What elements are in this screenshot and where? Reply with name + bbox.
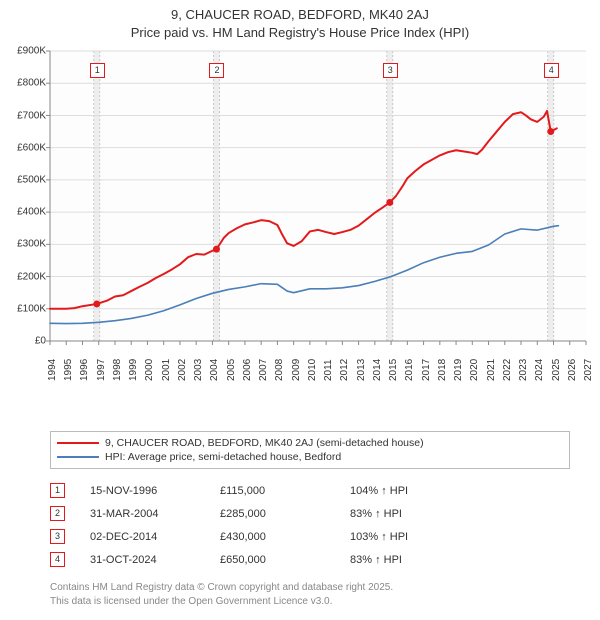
legend-row: 9, CHAUCER ROAD, BEDFORD, MK40 2AJ (semi… xyxy=(57,436,563,450)
chart-plot-area: £0£100K£200K£300K£400K£500K£600K£700K£80… xyxy=(10,45,590,385)
x-tick-label: 2026 xyxy=(567,359,578,381)
x-tick-label: 2013 xyxy=(356,359,367,381)
sale-marker-label: 3 xyxy=(383,63,398,78)
x-tick-label: 2003 xyxy=(193,359,204,381)
y-tick-label: £500K xyxy=(10,174,46,185)
legend-row: HPI: Average price, semi-detached house,… xyxy=(57,450,563,464)
sale-events-table: 1 15-NOV-1996£115,000104% ↑ HPI 2 31-MAR-20… xyxy=(50,479,590,571)
y-tick-label: £800K xyxy=(10,78,46,89)
sale-price: £285,000 xyxy=(220,502,350,525)
sale-hpi-ratio: 83% ↑ HPI xyxy=(350,548,418,571)
sale-marker-icon: 2 xyxy=(50,506,65,521)
x-axis-labels: 1994 1995 1996 1997 1998 1999 2000 2001 2002 2003… xyxy=(10,345,590,385)
x-tick-label: 2004 xyxy=(209,359,220,381)
sale-marker-icon: 4 xyxy=(50,552,65,567)
x-tick-label: 2016 xyxy=(404,359,415,381)
legend-swatch xyxy=(57,456,99,458)
sale-date: 15-NOV-1996 xyxy=(90,479,220,502)
sale-event-row: 3 02-DEC-2014£430,000103% ↑ HPI xyxy=(50,525,418,548)
sale-date: 31-MAR-2004 xyxy=(90,502,220,525)
x-tick-label: 1999 xyxy=(128,359,139,381)
sale-event-row: 1 15-NOV-1996£115,000104% ↑ HPI xyxy=(50,479,418,502)
title-address: 9, CHAUCER ROAD, BEDFORD, MK40 2AJ xyxy=(10,6,590,24)
x-tick-label: 2008 xyxy=(274,359,285,381)
footer-line: This data is licensed under the Open Gov… xyxy=(50,595,590,609)
sale-price: £430,000 xyxy=(220,525,350,548)
chart-container: 9, CHAUCER ROAD, BEDFORD, MK40 2AJ Price… xyxy=(0,0,600,620)
y-tick-label: £900K xyxy=(10,46,46,57)
sale-marker-label: 2 xyxy=(209,63,224,78)
x-tick-label: 2015 xyxy=(388,359,399,381)
x-tick-label: 2019 xyxy=(453,359,464,381)
footer-attribution: Contains HM Land Registry data © Crown c… xyxy=(50,581,590,608)
x-tick-label: 2000 xyxy=(144,359,155,381)
chart-title: 9, CHAUCER ROAD, BEDFORD, MK40 2AJ Price… xyxy=(10,6,590,41)
x-tick-label: 2007 xyxy=(258,359,269,381)
y-tick-label: £600K xyxy=(10,142,46,153)
sale-price: £115,000 xyxy=(220,479,350,502)
x-tick-label: 2006 xyxy=(242,359,253,381)
sale-date: 31-OCT-2024 xyxy=(90,548,220,571)
legend-swatch xyxy=(57,442,99,444)
sale-marker-label: 1 xyxy=(90,63,105,78)
footer-line: Contains HM Land Registry data © Crown c… xyxy=(50,581,590,595)
y-tick-label: £200K xyxy=(10,271,46,282)
sale-event-row: 4 31-OCT-2024£650,00083% ↑ HPI xyxy=(50,548,418,571)
x-tick-label: 2021 xyxy=(486,359,497,381)
sale-hpi-ratio: 83% ↑ HPI xyxy=(350,502,418,525)
y-tick-label: £300K xyxy=(10,239,46,250)
x-tick-label: 2010 xyxy=(307,359,318,381)
sale-hpi-ratio: 103% ↑ HPI xyxy=(350,525,418,548)
x-tick-label: 2025 xyxy=(551,359,562,381)
chart-legend: 9, CHAUCER ROAD, BEDFORD, MK40 2AJ (semi… xyxy=(50,431,570,469)
x-tick-label: 1998 xyxy=(112,359,123,381)
x-tick-label: 2005 xyxy=(226,359,237,381)
sale-event-row: 2 31-MAR-2004£285,00083% ↑ HPI xyxy=(50,502,418,525)
title-subtitle: Price paid vs. HM Land Registry's House … xyxy=(10,24,590,42)
x-tick-label: 1997 xyxy=(96,359,107,381)
sale-hpi-ratio: 104% ↑ HPI xyxy=(350,479,418,502)
legend-label: HPI: Average price, semi-detached house,… xyxy=(105,451,341,463)
x-tick-label: 1994 xyxy=(47,359,58,381)
sale-price: £650,000 xyxy=(220,548,350,571)
x-tick-label: 2002 xyxy=(177,359,188,381)
legend-label: 9, CHAUCER ROAD, BEDFORD, MK40 2AJ (semi… xyxy=(105,437,424,449)
y-tick-label: £100K xyxy=(10,303,46,314)
x-tick-label: 2012 xyxy=(339,359,350,381)
x-tick-label: 1995 xyxy=(63,359,74,381)
x-tick-label: 2018 xyxy=(437,359,448,381)
x-tick-label: 2024 xyxy=(534,359,545,381)
x-tick-label: 2001 xyxy=(161,359,172,381)
x-tick-label: 2011 xyxy=(323,360,334,382)
x-tick-label: 2009 xyxy=(291,359,302,381)
x-tick-label: 2027 xyxy=(583,359,594,381)
y-tick-label: £700K xyxy=(10,110,46,121)
sale-marker-icon: 1 xyxy=(50,483,65,498)
x-tick-label: 2023 xyxy=(518,359,529,381)
sale-marker-label: 4 xyxy=(544,63,559,78)
sale-date: 02-DEC-2014 xyxy=(90,525,220,548)
y-tick-label: £400K xyxy=(10,207,46,218)
x-tick-label: 2022 xyxy=(502,359,513,381)
chart-svg xyxy=(10,45,590,385)
x-tick-label: 1996 xyxy=(79,359,90,381)
x-tick-label: 2014 xyxy=(372,359,383,381)
x-tick-label: 2020 xyxy=(469,359,480,381)
x-tick-label: 2017 xyxy=(421,359,432,381)
sale-marker-icon: 3 xyxy=(50,529,65,544)
